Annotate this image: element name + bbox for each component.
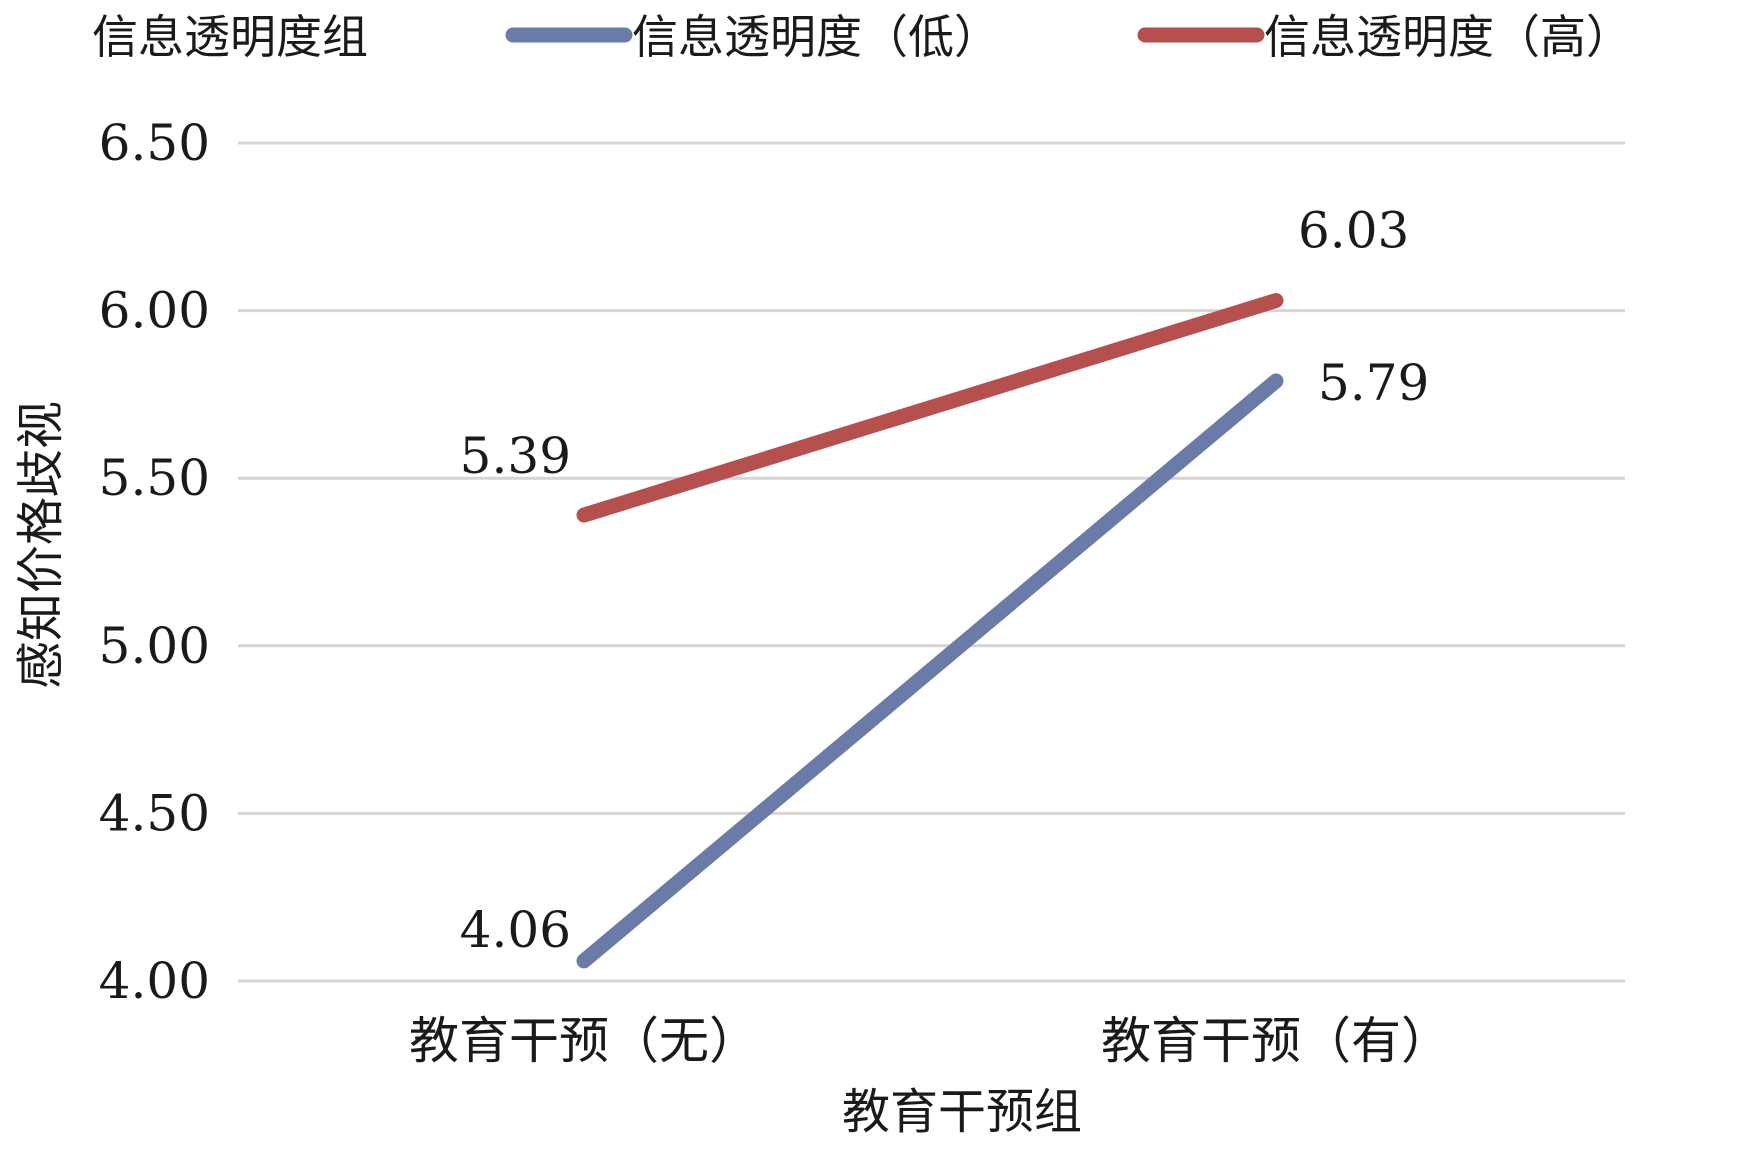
legend-label: 信息透明度（低） (632, 10, 1000, 64)
y-tick-label: 4.00 (99, 952, 210, 1010)
y-axis-title: 感知价格歧视 (13, 401, 69, 689)
legend-title: 信息透明度组 (92, 10, 368, 64)
data-label: 6.03 (1298, 202, 1409, 260)
y-tick-label: 4.50 (99, 784, 210, 842)
data-label: 4.06 (460, 901, 571, 959)
series-line-low (576, 373, 1284, 969)
legend: 信息透明度组 信息透明度（低） 信息透明度（高） (92, 10, 1632, 64)
y-axis-ticks: 4.00 4.50 5.00 5.50 6.00 6.50 (99, 114, 210, 1010)
series-lines (576, 293, 1284, 969)
y-tick-label: 6.50 (99, 114, 210, 172)
data-label: 5.79 (1318, 354, 1429, 412)
x-axis-title: 教育干预组 (842, 1084, 1082, 1140)
y-tick-label: 5.50 (99, 449, 210, 507)
y-tick-label: 5.00 (99, 617, 210, 675)
x-category-label: 教育干预（有） (1101, 1012, 1451, 1070)
x-category-label: 教育干预（无） (409, 1012, 759, 1070)
y-tick-label: 6.00 (99, 282, 210, 340)
data-label: 5.39 (460, 427, 571, 485)
gridlines (238, 141, 1625, 983)
x-axis-categories: 教育干预（无） 教育干预（有） (409, 1012, 1451, 1070)
data-labels: 4.06 5.79 5.39 6.03 (460, 202, 1430, 959)
series-line-high (576, 293, 1284, 523)
legend-label: 信息透明度（高） (1264, 10, 1632, 64)
